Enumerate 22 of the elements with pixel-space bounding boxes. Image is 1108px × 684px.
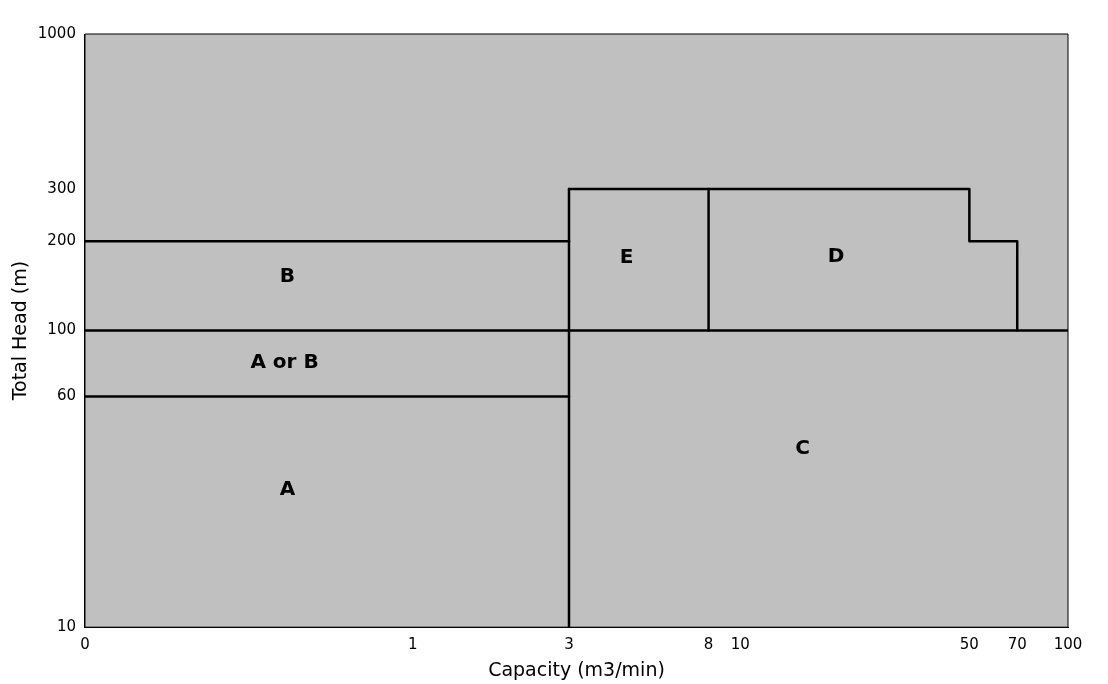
- x-tick-label: 50: [959, 635, 979, 654]
- annotation: E: [619, 244, 634, 269]
- annotation: A: [279, 476, 296, 501]
- y-tick-label: 300: [47, 178, 76, 197]
- x-tick-label: 0: [80, 635, 90, 654]
- x-tick-label: 10: [730, 635, 750, 654]
- y-axis-title: Total Head (m): [8, 260, 31, 402]
- y-tick-label: 10: [56, 617, 76, 636]
- x-tick-label: 100: [1053, 635, 1083, 654]
- annotation: B: [279, 263, 296, 288]
- x-axis-title: Capacity (m3/min): [488, 657, 665, 680]
- x-tick-label: 3: [564, 635, 574, 654]
- annotation: A or B: [250, 349, 319, 374]
- y-tick-label: 60: [56, 386, 76, 405]
- y-tick-label: 200: [47, 231, 76, 250]
- x-tick-label: 1: [407, 635, 418, 654]
- x-tick-label: 8: [703, 635, 714, 654]
- annotation: D: [827, 242, 845, 267]
- annotation: C: [795, 434, 810, 459]
- y-tick-label: 1000: [37, 23, 76, 42]
- x-tick-label: 70: [1007, 635, 1027, 654]
- y-tick-label: 100: [47, 320, 76, 339]
